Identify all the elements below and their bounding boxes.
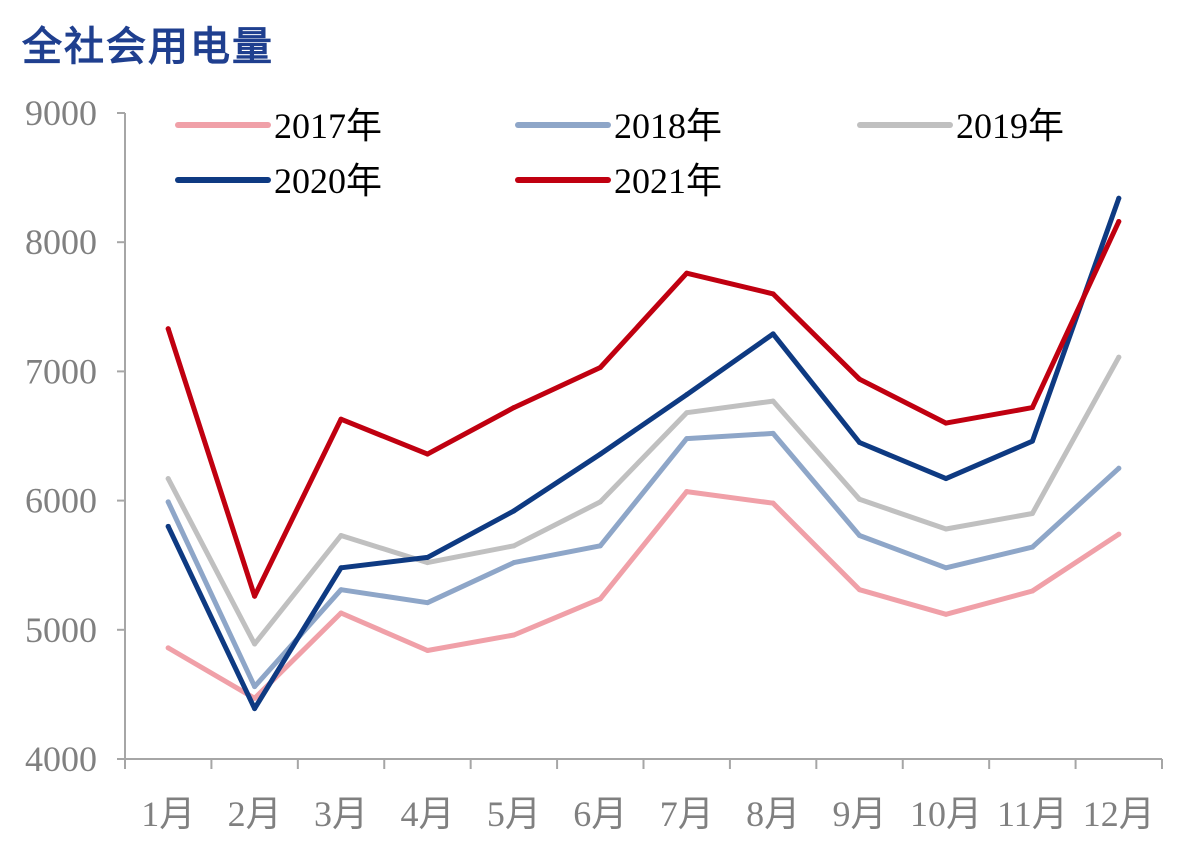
data-point [1116,219,1122,225]
data-point [943,565,949,571]
data-point [684,436,690,442]
data-point [1116,195,1122,201]
data-point [857,496,863,502]
series-line-2019年 [165,354,1122,647]
data-point [597,499,603,505]
x-tick-label: 7月 [660,794,714,834]
data-point [511,508,517,514]
x-tick-label: 2月 [228,794,282,834]
data-point [165,476,171,482]
data-point [511,560,517,566]
y-tick-label: 9000 [25,93,97,133]
data-point [338,416,344,422]
x-tick-label: 9月 [833,794,887,834]
data-point [165,326,171,332]
x-tick-label: 4月 [400,794,454,834]
x-tick-label: 1月 [141,794,195,834]
y-tick-label: 6000 [25,481,97,521]
data-point [1029,588,1035,594]
data-point [338,565,344,571]
legend-label: 2020年 [274,161,382,201]
data-point [165,523,171,529]
data-point [424,560,430,566]
data-point [1029,438,1035,444]
legend-label: 2019年 [956,106,1064,146]
series-line-2017年 [165,489,1122,701]
data-point [857,439,863,445]
data-point [857,532,863,538]
data-point [252,641,258,647]
legend: 2017年 2018年 2019年 2020年 2021年 [175,106,1064,201]
data-point [770,398,776,404]
data-point [684,410,690,416]
x-tick-label: 8月 [746,794,800,834]
data-point [943,526,949,532]
data-point [1116,354,1122,360]
y-tick-label: 4000 [25,739,97,779]
series-lines [165,195,1122,712]
data-point [252,706,258,712]
data-point [943,420,949,426]
data-point [252,695,258,701]
data-point [770,500,776,506]
data-point [1116,531,1122,537]
y-tick-label: 5000 [25,610,97,650]
series-line-2018年 [165,430,1122,690]
x-tick-label: 11月 [997,794,1068,834]
data-point [770,291,776,297]
data-point [511,405,517,411]
y-tick-label: 8000 [25,222,97,262]
data-point [597,543,603,549]
x-tick-label: 5月 [487,794,541,834]
x-tick-label: 10月 [910,794,982,834]
data-point [424,600,430,606]
legend-label: 2021年 [614,161,722,201]
data-point [943,476,949,482]
data-point [943,611,949,617]
data-point [1029,511,1035,517]
series-line-2020年 [165,195,1122,712]
axes: 4000 5000 6000 7000 8000 9000 1月 2月 3月 4月 5月 6月 7月 8月… [25,93,1163,834]
data-point [1029,405,1035,411]
chart-title: 全社会用电量 [22,23,274,70]
data-point [770,331,776,337]
data-point [511,543,517,549]
data-point [770,430,776,436]
data-point [165,645,171,651]
legend-label: 2017年 [274,106,382,146]
data-point [684,270,690,276]
data-point [511,632,517,638]
data-point [424,647,430,653]
data-point [424,451,430,457]
data-point [684,489,690,495]
data-point [597,596,603,602]
y-tick-label: 7000 [25,351,97,391]
data-point [1116,465,1122,471]
data-point [1029,544,1035,550]
data-point [857,587,863,593]
data-point [252,684,258,690]
x-tick-label: 3月 [314,794,368,834]
data-point [165,499,171,505]
data-point [252,593,258,599]
series-line-2021年 [165,219,1122,599]
data-point [338,587,344,593]
data-point [684,392,690,398]
data-point [857,376,863,382]
data-point [338,532,344,538]
data-point [597,365,603,371]
x-tick-label: 6月 [573,794,627,834]
legend-label: 2018年 [614,106,722,146]
data-point [424,554,430,560]
data-point [597,451,603,457]
data-point [338,610,344,616]
x-tick-label: 12月 [1083,794,1155,834]
